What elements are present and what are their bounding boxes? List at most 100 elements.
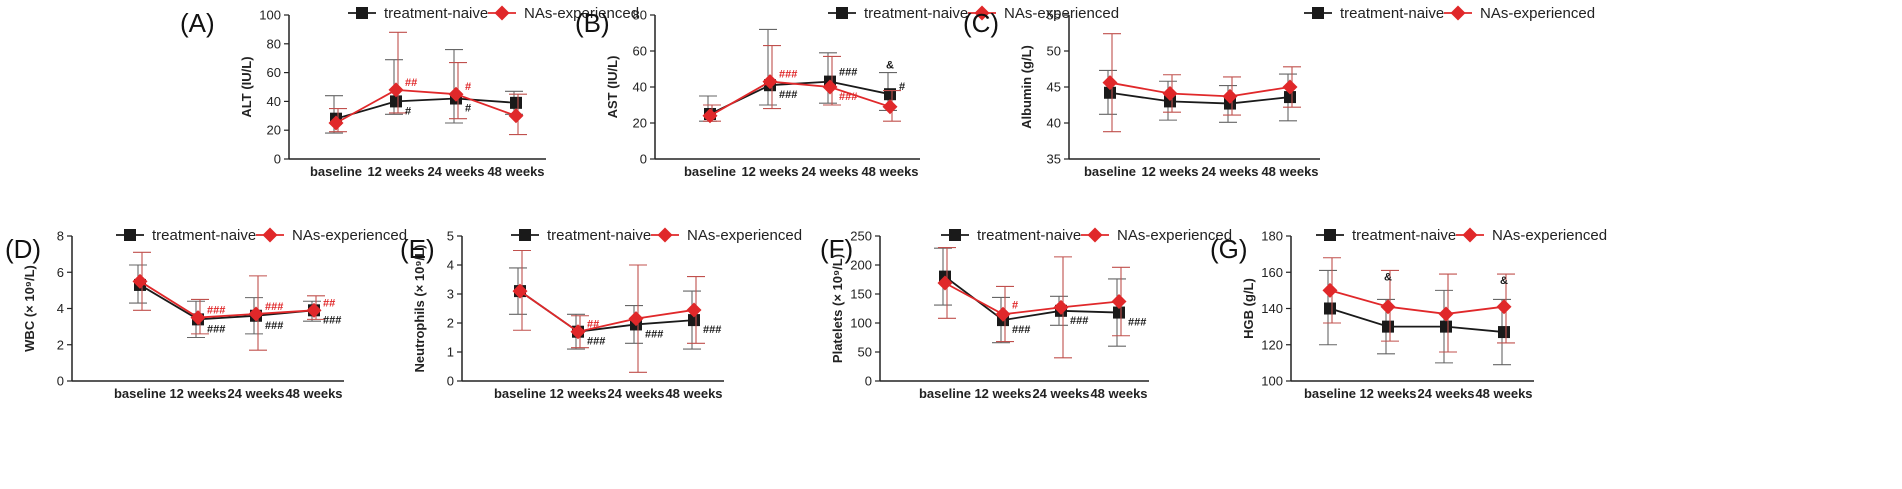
x-tick-label: 12 weeks <box>367 164 424 179</box>
y-tick-label: 3 <box>447 287 454 302</box>
chart-panel-3: (C) 35 40 45 50 55 baseline 12 weeks 24 weeks 48 … <box>963 5 1595 179</box>
data-point-nas-experienced <box>1496 299 1512 315</box>
legend-label-treatment-naive: treatment-naive <box>547 227 651 244</box>
y-tick-label: 180 <box>1261 229 1283 244</box>
significance-annotation: ### <box>587 336 605 348</box>
data-point-nas-experienced <box>512 283 528 299</box>
data-point-nas-experienced <box>508 108 524 124</box>
legend-marker-treatment-naive <box>356 7 368 19</box>
data-point-nas-experienced <box>995 306 1011 322</box>
significance-annotation: & <box>886 60 894 72</box>
chart-panel-6: (F) 0 50 100 150 200 250 baseline 12 weeks 24 wee… <box>820 227 1232 401</box>
significance-annotation: ### <box>703 324 721 336</box>
series-line-nas-experienced <box>944 282 1120 316</box>
x-tick-label: baseline <box>1084 164 1136 179</box>
series-line-treatment-naive <box>335 97 517 120</box>
x-tick-label: 24 weeks <box>1417 386 1474 401</box>
panel-label: (D) <box>5 234 41 264</box>
data-point-nas-experienced <box>1162 85 1178 101</box>
chart-panel-4: (D) 0 2 4 6 8 baseline 12 weeks 24 weeks 48 weeks… <box>5 227 407 401</box>
legend-marker-treatment-naive <box>1324 229 1336 241</box>
significance-annotation: ## <box>323 297 335 309</box>
significance-annotation: ### <box>839 67 857 79</box>
panel-label: (G) <box>1210 234 1248 264</box>
y-tick-label: 2 <box>447 316 454 331</box>
panel-label: (B) <box>575 8 610 38</box>
y-axis-title: AST (IU/L) <box>605 56 620 119</box>
y-tick-label: 250 <box>850 229 872 244</box>
series-line-treatment-naive <box>944 275 1120 322</box>
series-line-treatment-naive <box>1109 91 1291 105</box>
legend-label-nas-experienced: NAs-experienced <box>292 227 407 244</box>
significance-annotation: ### <box>265 320 283 332</box>
legend-marker-nas-experienced <box>494 5 510 21</box>
significance-annotation: ### <box>207 323 225 335</box>
data-point-treatment-naive <box>1382 320 1394 333</box>
y-tick-label: 100 <box>850 316 872 331</box>
significance-annotation: ## <box>587 319 599 331</box>
y-tick-label: 0 <box>640 152 647 167</box>
y-tick-label: 60 <box>267 65 281 80</box>
y-tick-label: 100 <box>259 8 281 23</box>
significance-annotation: & <box>1384 271 1392 283</box>
y-tick-label: 120 <box>1261 337 1283 352</box>
panel-label: (A) <box>180 8 215 38</box>
data-point-nas-experienced <box>328 115 344 131</box>
y-tick-label: 40 <box>267 94 281 109</box>
legend: treatment-naive NAs-experienced <box>348 5 639 22</box>
x-tick-label: 24 weeks <box>1201 164 1258 179</box>
x-tick-label: 48 weeks <box>285 386 342 401</box>
y-axis-title: ALT (IU/L) <box>239 56 254 117</box>
legend-marker-treatment-naive <box>836 7 848 19</box>
chart-panel-2: (B) 0 20 40 60 80 baseline 12 weeks 24 weeks 48 w… <box>575 5 1119 179</box>
y-tick-label: 45 <box>1047 80 1061 95</box>
y-axis-title: WBC (× 10⁹/L) <box>22 265 37 352</box>
legend-label-nas-experienced: NAs-experienced <box>687 227 802 244</box>
data-point-treatment-naive <box>1324 302 1336 315</box>
legend-marker-nas-experienced <box>974 5 990 21</box>
data-point-nas-experienced <box>1222 88 1238 104</box>
y-tick-label: 80 <box>633 8 647 23</box>
significance-annotation: ### <box>323 314 341 326</box>
x-tick-label: 48 weeks <box>487 164 544 179</box>
y-tick-label: 40 <box>1047 116 1061 131</box>
y-tick-label: 50 <box>1047 44 1061 59</box>
legend: treatment-naive NAs-experienced <box>116 227 407 244</box>
series-line-nas-experienced <box>139 280 315 319</box>
significance-annotation: & <box>1500 275 1508 287</box>
y-tick-label: 80 <box>267 36 281 51</box>
y-tick-label: 100 <box>1261 374 1283 389</box>
legend-label-treatment-naive: treatment-naive <box>864 5 968 22</box>
x-tick-label: baseline <box>310 164 362 179</box>
x-tick-label: 48 weeks <box>665 386 722 401</box>
x-tick-label: baseline <box>919 386 971 401</box>
data-point-nas-experienced <box>448 86 464 102</box>
y-tick-label: 0 <box>865 374 872 389</box>
y-tick-label: 20 <box>633 116 647 131</box>
y-tick-label: 20 <box>267 123 281 138</box>
data-point-nas-experienced <box>570 324 586 340</box>
data-point-treatment-naive <box>1498 326 1510 339</box>
significance-annotation: ### <box>779 89 797 101</box>
panel-label: (F) <box>820 234 853 264</box>
y-tick-label: 0 <box>57 374 64 389</box>
y-tick-label: 140 <box>1261 301 1283 316</box>
x-tick-label: 12 weeks <box>974 386 1031 401</box>
chart-panel-1: (A) 0 20 40 60 80 100 baseline 12 weeks 24 weeks 4… <box>180 5 639 179</box>
series-line-nas-experienced <box>335 88 517 124</box>
significance-annotation: # <box>1012 299 1018 311</box>
data-point-nas-experienced <box>248 306 264 322</box>
significance-annotation: ### <box>1128 317 1146 329</box>
x-tick-label: 48 weeks <box>861 164 918 179</box>
x-tick-label: baseline <box>494 386 546 401</box>
legend-label-nas-experienced: NAs-experienced <box>1004 5 1119 22</box>
y-tick-label: 60 <box>633 44 647 59</box>
x-tick-label: 24 weeks <box>227 386 284 401</box>
legend-label-treatment-naive: treatment-naive <box>977 227 1081 244</box>
legend-label-treatment-naive: treatment-naive <box>384 5 488 22</box>
x-tick-label: baseline <box>684 164 736 179</box>
legend: treatment-naive NAs-experienced <box>828 5 1119 22</box>
y-tick-label: 4 <box>447 258 454 273</box>
legend-marker-nas-experienced <box>657 227 673 243</box>
